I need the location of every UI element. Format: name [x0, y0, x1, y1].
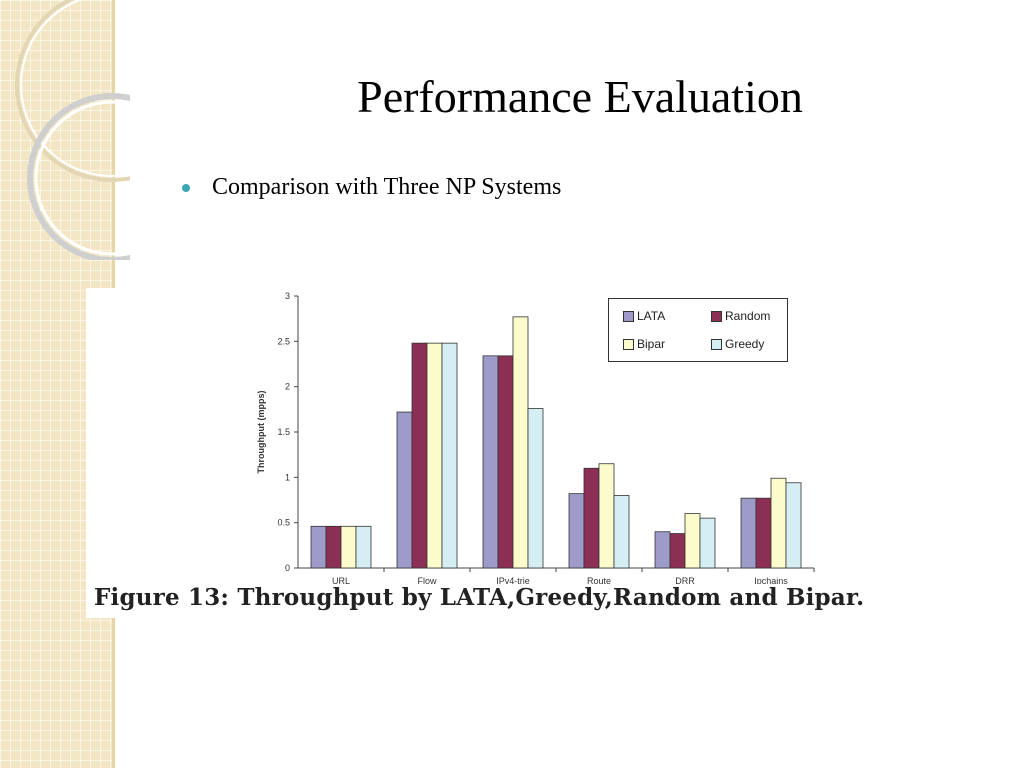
y-tick-label: 0: [285, 563, 290, 573]
legend-item-lata: LATA: [623, 309, 665, 323]
bar-bipar-ipv4-trie: [512, 316, 529, 569]
bullet-item: Comparison with Three NP Systems: [182, 174, 561, 201]
decorative-ring-small-highlight: [34, 100, 130, 256]
legend-swatch-random: [711, 310, 722, 322]
bar-lata-route: [568, 493, 585, 569]
bar-greedy-route: [613, 495, 630, 569]
bar-lata-drr: [654, 531, 671, 569]
bar-greedy-ipv4-trie: [527, 408, 544, 569]
bar-greedy-flow: [441, 342, 458, 569]
bar-bipar-drr: [684, 513, 701, 569]
legend-item-random: Random: [711, 309, 770, 323]
x-tick-label: Flow: [417, 576, 437, 584]
bar-lata-flow: [396, 411, 413, 569]
legend-item-greedy: Greedy: [711, 337, 764, 351]
y-tick-label: 2.5: [277, 336, 290, 346]
bar-bipar-url: [340, 525, 357, 569]
chart-legend: LATA Random Bipar Greedy: [608, 298, 788, 362]
x-tick-label: URL: [332, 576, 350, 584]
bar-greedy-ipchains: [785, 482, 802, 569]
bar-lata-url: [310, 525, 327, 569]
legend-swatch-bipar: [623, 338, 634, 350]
legend-swatch-lata: [623, 310, 634, 322]
bullet-dot-icon: [182, 183, 190, 192]
slide-title: Performance Evaluation: [357, 71, 803, 122]
bar-chart: 0 0.5 1 1.5 2 2.5 3 Throughput (mpps) URL Flow IPv…: [256, 291, 815, 584]
x-tick-label: Route: [587, 576, 611, 584]
y-tick-label: 1.5: [277, 427, 290, 437]
decorative-rings: [15, 0, 130, 260]
chart-figure: 0 0.5 1 1.5 2 2.5 3 Throughput (mpps) URL Flow IPv…: [86, 288, 986, 618]
legend-label-bipar: Bipar: [637, 337, 666, 351]
bar-bipar-flow: [426, 342, 443, 569]
y-tick-label: 2: [285, 382, 290, 392]
bar-random-flow: [411, 342, 428, 569]
decorative-ring-large: [15, 0, 130, 182]
bar-greedy-drr: [699, 517, 716, 569]
legend-label-lata: LATA: [637, 309, 666, 323]
y-axis-label: Throughput (mpps): [256, 391, 266, 474]
y-tick-label: 0.5: [277, 518, 290, 528]
legend-label-random: Random: [725, 309, 771, 323]
x-tick-label: Ipchains: [754, 576, 788, 584]
bar-random-url: [325, 525, 342, 569]
decorative-ring-large-highlight: [20, 0, 130, 177]
bar-bipar-route: [598, 463, 615, 569]
x-tick-label: DRR: [675, 576, 695, 584]
legend-item-bipar: Bipar: [623, 337, 665, 351]
y-tick-label: 1: [285, 472, 290, 482]
legend-label-greedy: Greedy: [725, 337, 765, 351]
decorative-ring-small: [27, 93, 130, 260]
bar-bipar-ipchains: [770, 477, 787, 569]
bar-random-route: [583, 467, 600, 569]
bar-random-drr: [669, 533, 686, 569]
bullet-text: Comparison with Three NP Systems: [212, 174, 562, 200]
figure-caption: Figure 13: Throughput by LATA,Greedy,Ran…: [94, 584, 865, 611]
bar-lata-ipchains: [740, 497, 757, 569]
bar-greedy-url: [355, 525, 372, 569]
bar-random-ipv4-trie: [497, 355, 514, 569]
y-tick-label: 3: [285, 291, 290, 301]
bar-random-ipchains: [755, 497, 772, 569]
bar-lata-ipv4-trie: [482, 355, 499, 569]
x-tick-label: IPv4-trie: [496, 576, 530, 584]
legend-swatch-greedy: [711, 338, 722, 350]
